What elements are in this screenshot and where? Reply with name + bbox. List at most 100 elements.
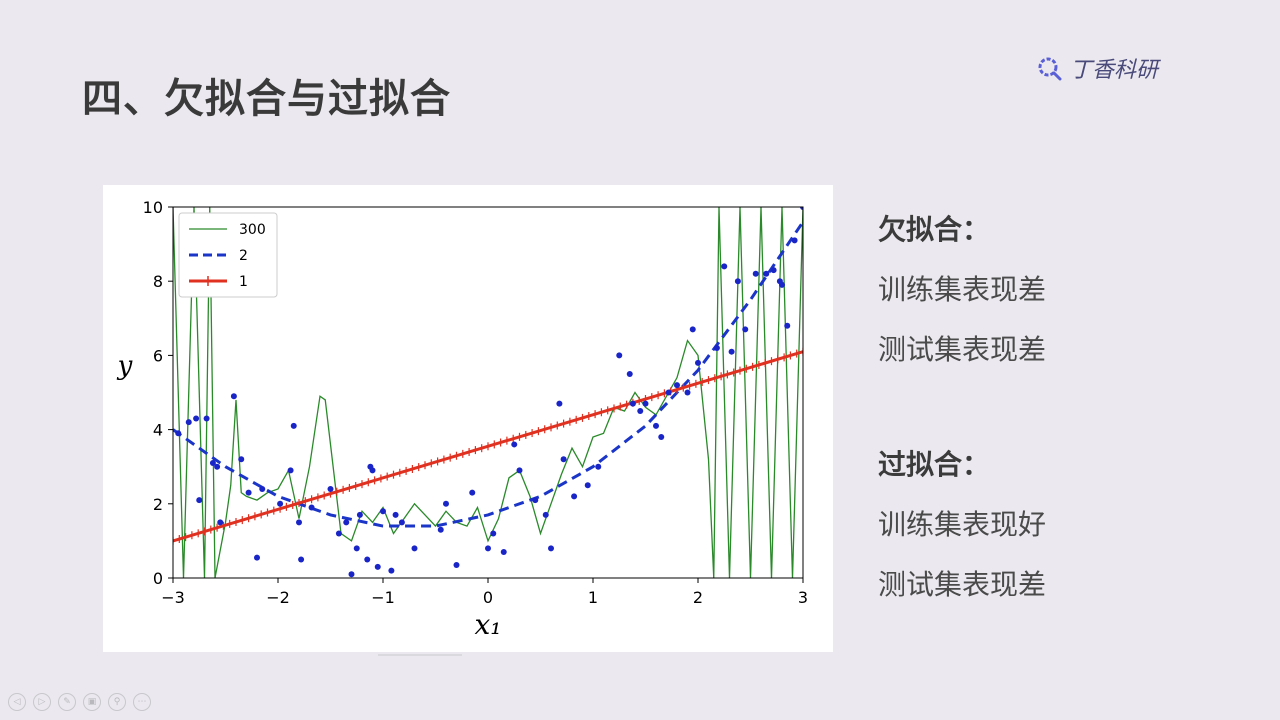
data-point: [380, 508, 386, 515]
x-tick-label: 1: [588, 588, 598, 607]
data-point: [770, 267, 777, 274]
data-point: [665, 389, 672, 396]
data-point: [571, 493, 578, 500]
underfit-train-line: 训练集表现差: [878, 273, 1047, 306]
data-point: [637, 408, 644, 415]
data-point: [209, 459, 216, 466]
prev-icon[interactable]: ◁: [8, 693, 26, 711]
data-point: [734, 278, 741, 285]
data-point: [287, 467, 294, 474]
y-axis-label: y: [117, 351, 133, 381]
data-point: [800, 207, 803, 210]
underfit-test-line: 测试集表现差: [878, 333, 1047, 366]
data-point: [369, 467, 376, 474]
data-point: [689, 326, 696, 333]
x-tick-label: −3: [161, 588, 185, 607]
data-point: [658, 434, 665, 441]
data-point: [230, 393, 237, 400]
data-point: [298, 556, 305, 563]
slide-controls: ◁ ▷ ✎ ▣ ⚲ ⋯: [8, 693, 151, 711]
overfit-heading: 过拟合：: [878, 448, 991, 481]
data-point: [353, 545, 360, 552]
data-point: [728, 348, 735, 355]
brand-logo: 丁香科研: [1036, 52, 1158, 84]
y-tick-label: 10: [143, 198, 163, 217]
data-point: [277, 500, 284, 507]
data-point: [584, 482, 591, 489]
pen-icon[interactable]: ✎: [58, 693, 76, 711]
data-point: [175, 430, 182, 437]
data-point: [290, 422, 297, 429]
data-point: [437, 526, 444, 533]
data-point: [629, 400, 636, 407]
y-tick-label: 0: [153, 569, 163, 588]
legend-label: 1: [239, 274, 248, 290]
data-point: [500, 549, 507, 556]
data-point: [193, 415, 200, 422]
next-icon[interactable]: ▷: [33, 693, 51, 711]
overfit-block: 过拟合： 训练集表现好 测试集表现差: [878, 443, 1046, 603]
data-point: [374, 563, 381, 570]
copy-icon[interactable]: ▣: [83, 693, 101, 711]
data-point: [259, 485, 266, 492]
data-point: [742, 326, 749, 333]
data-point: [343, 519, 350, 526]
brand-name: 丁香科研: [1070, 58, 1159, 83]
data-point: [392, 511, 399, 518]
legend: 300 2 1: [178, 212, 278, 298]
zoom-icon[interactable]: ⚲: [108, 693, 126, 711]
data-point: [327, 485, 334, 492]
slide-title: 四、欠拟合与过拟合: [82, 76, 451, 122]
data-point: [548, 545, 554, 552]
x-tick-label: −1: [371, 588, 395, 607]
data-point: [653, 422, 659, 429]
data-point: [185, 419, 192, 426]
overfit-test-line: 测试集表现差: [878, 568, 1047, 601]
data-point: [763, 270, 770, 277]
legend-label: 300: [239, 222, 266, 238]
data-point: [784, 322, 791, 329]
data-point: [308, 504, 315, 511]
data-point: [695, 359, 701, 366]
data-point: [388, 567, 395, 574]
data-point: [485, 545, 491, 552]
x-tick-label: 3: [798, 588, 808, 607]
data-point: [616, 352, 623, 359]
chart-svg: −3 −2 −1 0 1 2 3 0 2 4 6 8 10 x₁ y 300 2 1: [117, 198, 808, 641]
data-point: [752, 270, 759, 277]
underfit-heading: 欠拟合：: [878, 213, 991, 246]
data-point: [411, 545, 418, 552]
underfit-block: 欠拟合： 训练集表现差 测试集表现差: [878, 208, 1046, 368]
data-point: [238, 456, 245, 463]
more-icon[interactable]: ⋯: [133, 693, 151, 711]
y-tick-label: 8: [153, 272, 163, 291]
y-tick-label: 4: [153, 421, 163, 440]
data-point: [196, 497, 203, 504]
data-point: [490, 530, 497, 537]
data-point: [203, 415, 210, 422]
y-tick-label: 6: [153, 346, 163, 365]
data-point: [348, 571, 355, 578]
data-point: [296, 519, 302, 526]
overfit-train-line: 训练集表现好: [878, 508, 1047, 541]
data-point: [713, 344, 720, 351]
data-point: [595, 463, 602, 470]
data-point: [443, 500, 449, 507]
data-point: [217, 519, 224, 526]
data-point: [791, 237, 798, 244]
data-point: [364, 556, 371, 563]
data-point: [626, 370, 633, 377]
data-point: [356, 511, 363, 518]
data-point: [532, 497, 539, 504]
plot-area: [173, 207, 803, 578]
data-point: [556, 400, 563, 407]
data-point: [453, 562, 460, 569]
data-point: [779, 281, 785, 288]
data-point: [684, 389, 691, 396]
series-line-2: [173, 221, 803, 528]
scroll-hint: [378, 654, 462, 656]
y-tick-label: 2: [153, 495, 163, 514]
data-point: [674, 382, 680, 389]
data-point: [245, 489, 252, 496]
data-point: [214, 463, 221, 470]
